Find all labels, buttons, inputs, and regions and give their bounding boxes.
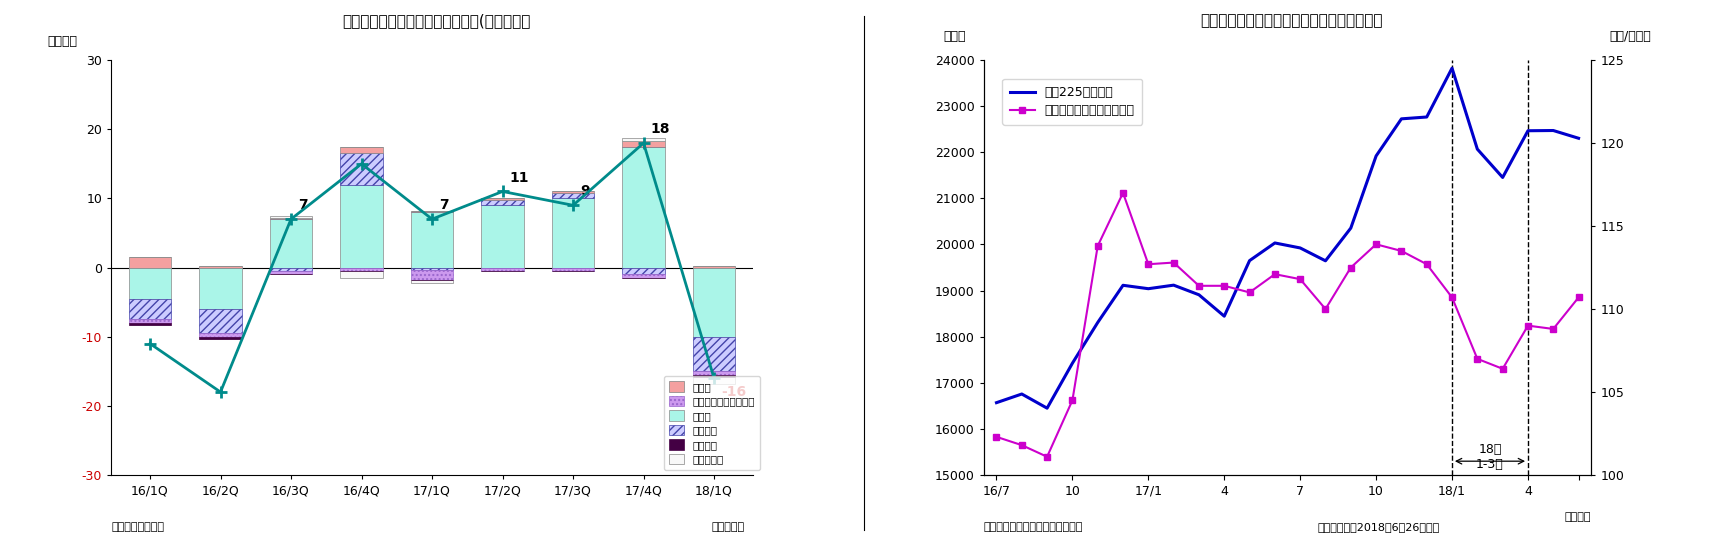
Bar [270,268,311,271]
Bar [200,333,241,337]
Bar [270,216,311,218]
Bar [340,185,383,268]
Bar [553,193,594,198]
Bar [340,146,383,153]
Bar [128,268,171,299]
Bar [411,280,453,283]
Bar [200,268,241,309]
Text: 9: 9 [580,185,590,198]
Bar [553,191,594,193]
Bar [623,275,664,278]
Text: （年月）: （年月） [1566,512,1591,523]
Bar [128,257,171,268]
Text: （円/ドル）: （円/ドル） [1610,31,1651,44]
Bar [128,319,171,323]
Text: （円）: （円） [943,31,965,44]
Text: 18: 18 [650,122,671,136]
Text: （注）直近は2018年6月26日時点: （注）直近は2018年6月26日時点 [1317,523,1439,532]
Text: 7: 7 [298,198,308,212]
Text: 11: 11 [510,170,529,185]
Bar [481,268,524,271]
Bar [693,337,736,371]
Bar [411,268,453,270]
Bar [200,309,241,333]
Bar [128,299,171,319]
Text: （四半期）: （四半期） [712,523,744,532]
Text: 7: 7 [440,198,448,212]
Bar [693,377,736,384]
Bar [623,141,664,146]
Text: （資料）日本銀行、日本経済新聞: （資料）日本銀行、日本経済新聞 [984,523,1083,532]
Bar [553,198,594,268]
Text: 18年
1-3月: 18年 1-3月 [1477,443,1504,471]
Text: （図表３）　家計の金融資産残高(時価変動）: （図表３） 家計の金融資産残高(時価変動） [342,14,530,28]
Bar [270,218,311,219]
Bar [200,337,241,339]
Bar [623,146,664,268]
Bar [693,375,736,377]
Bar [693,371,736,375]
Bar [200,266,241,268]
Bar [623,138,664,141]
Text: （図表４）　株価と為替の推移（月次終値）: （図表４） 株価と為替の推移（月次終値） [1201,14,1382,28]
Bar [411,211,453,212]
Bar [411,212,453,268]
Bar [623,268,664,275]
Bar [340,153,383,185]
Bar [270,219,311,268]
Bar [553,268,594,271]
Legend: その他, 保険・年金・定額保証, 株式等, 投資信託, 債務証券, 現金・預金: その他, 保険・年金・定額保証, 株式等, 投資信託, 債務証券, 現金・預金 [664,376,760,470]
Text: -16: -16 [720,385,746,399]
Bar [481,198,524,200]
Bar [340,268,383,271]
Bar [128,323,171,325]
Bar [693,266,736,268]
Bar [481,205,524,268]
Bar [270,271,311,275]
Legend: 日経225平均株価, ドル円レート（右メモリ）: 日経225平均株価, ドル円レート（右メモリ） [1003,79,1143,124]
Text: （兆円）: （兆円） [46,34,77,48]
Text: （資料）日本銀行: （資料）日本銀行 [111,523,164,532]
Bar [481,200,524,205]
Bar [340,271,383,278]
Bar [693,268,736,337]
Bar [411,270,453,280]
